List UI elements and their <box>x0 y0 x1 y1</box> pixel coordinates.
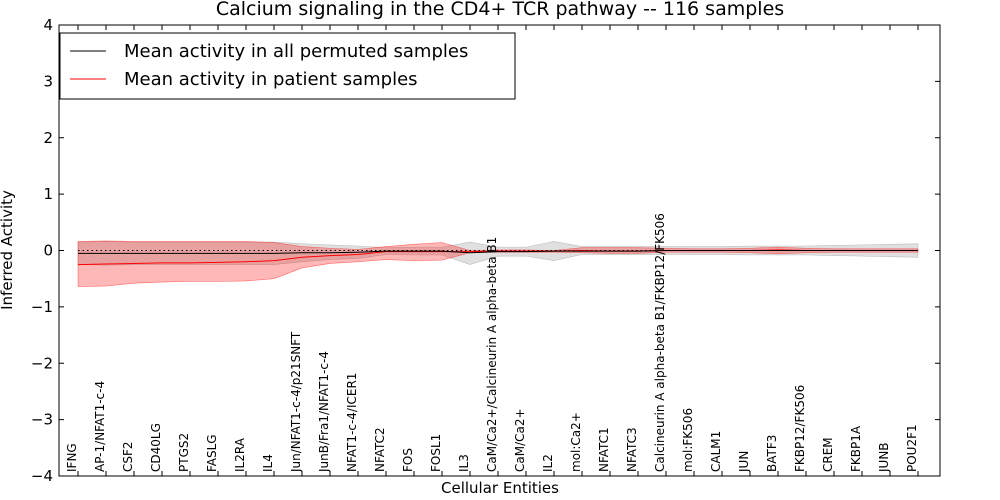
category-label: POU2F1 <box>905 424 919 472</box>
category-label: IL4 <box>261 454 275 472</box>
category-label: Jun/NFAT1-c-4/p21SNFT <box>289 331 303 473</box>
y-tick-label: 3 <box>43 72 53 90</box>
category-label: JUN <box>737 451 751 473</box>
category-label: FASLG <box>205 434 219 472</box>
category-label: mol:Ca2+ <box>569 412 583 472</box>
category-label: IFNG <box>65 443 79 472</box>
line-permuted <box>78 250 918 254</box>
y-tick-label: −2 <box>31 354 53 372</box>
x-axis-label: Cellular Entities <box>441 479 559 497</box>
band-patient <box>77 240 919 287</box>
y-axis: −4 −3 −2 −1 0 1 2 3 4 <box>31 16 940 485</box>
legend: Mean activity in all permuted samples Me… <box>59 32 516 100</box>
category-label: CSF2 <box>121 441 135 472</box>
y-tick-label: 0 <box>43 242 53 260</box>
category-label: IL2RA <box>233 437 247 472</box>
category-label: NFATC2 <box>373 427 387 472</box>
y-tick-label: 2 <box>43 129 53 147</box>
category-label: FOSL1 <box>429 434 443 472</box>
category-label: mol:FK506 <box>681 408 695 472</box>
line-patient <box>77 249 918 266</box>
category-label: BATF3 <box>765 435 779 472</box>
category-label: PTGS2 <box>177 433 191 472</box>
category-label: CREM <box>821 437 835 472</box>
plot-area <box>77 240 919 287</box>
category-label: CaM/Ca2+ <box>513 408 527 472</box>
y-tick-label: −3 <box>31 411 53 429</box>
legend-label-patient: Mean activity in patient samples <box>124 69 418 90</box>
y-tick-label: 4 <box>43 16 53 34</box>
category-label: NFATC3 <box>625 427 639 472</box>
y-tick-label: 1 <box>43 185 53 203</box>
category-label: IL2 <box>541 454 555 472</box>
y-axis-label: Inferred Activity <box>0 190 16 310</box>
category-label: JUNB <box>877 442 891 473</box>
category-label: AP-1/NFAT1-c-4 <box>93 381 107 472</box>
y-tick-label: −1 <box>31 298 53 316</box>
category-label: Calcineurin A alpha-beta B1/FKBP12/FK506 <box>653 213 667 472</box>
category-label: FKBP1A <box>849 425 863 472</box>
legend-label-permuted: Mean activity in all permuted samples <box>124 41 468 62</box>
chart-title: Calcium signaling in the CD4+ TCR pathwa… <box>216 0 784 20</box>
x-axis-categories: IFNG AP-1/NFAT1-c-4 CSF2 CD40LG PTGS2 FASLG IL… <box>65 25 919 476</box>
category-label: NFAT1-c-4/ICER1 <box>345 373 359 472</box>
legend-box <box>59 32 516 100</box>
category-label: FOS <box>401 448 415 472</box>
category-label: CALM1 <box>709 431 723 472</box>
category-label: FKBP12/FK506 <box>793 385 807 472</box>
category-label: IL3 <box>457 454 471 472</box>
category-label: NFATC1 <box>597 427 611 472</box>
y-tick-label: −4 <box>31 467 53 485</box>
category-label: CaM/Ca2+/Calcineurin A alpha-beta B1 <box>485 237 499 472</box>
category-label: CD40LG <box>149 423 163 472</box>
category-label: JunB/Fra1/NFAT1-c-4 <box>317 351 331 473</box>
